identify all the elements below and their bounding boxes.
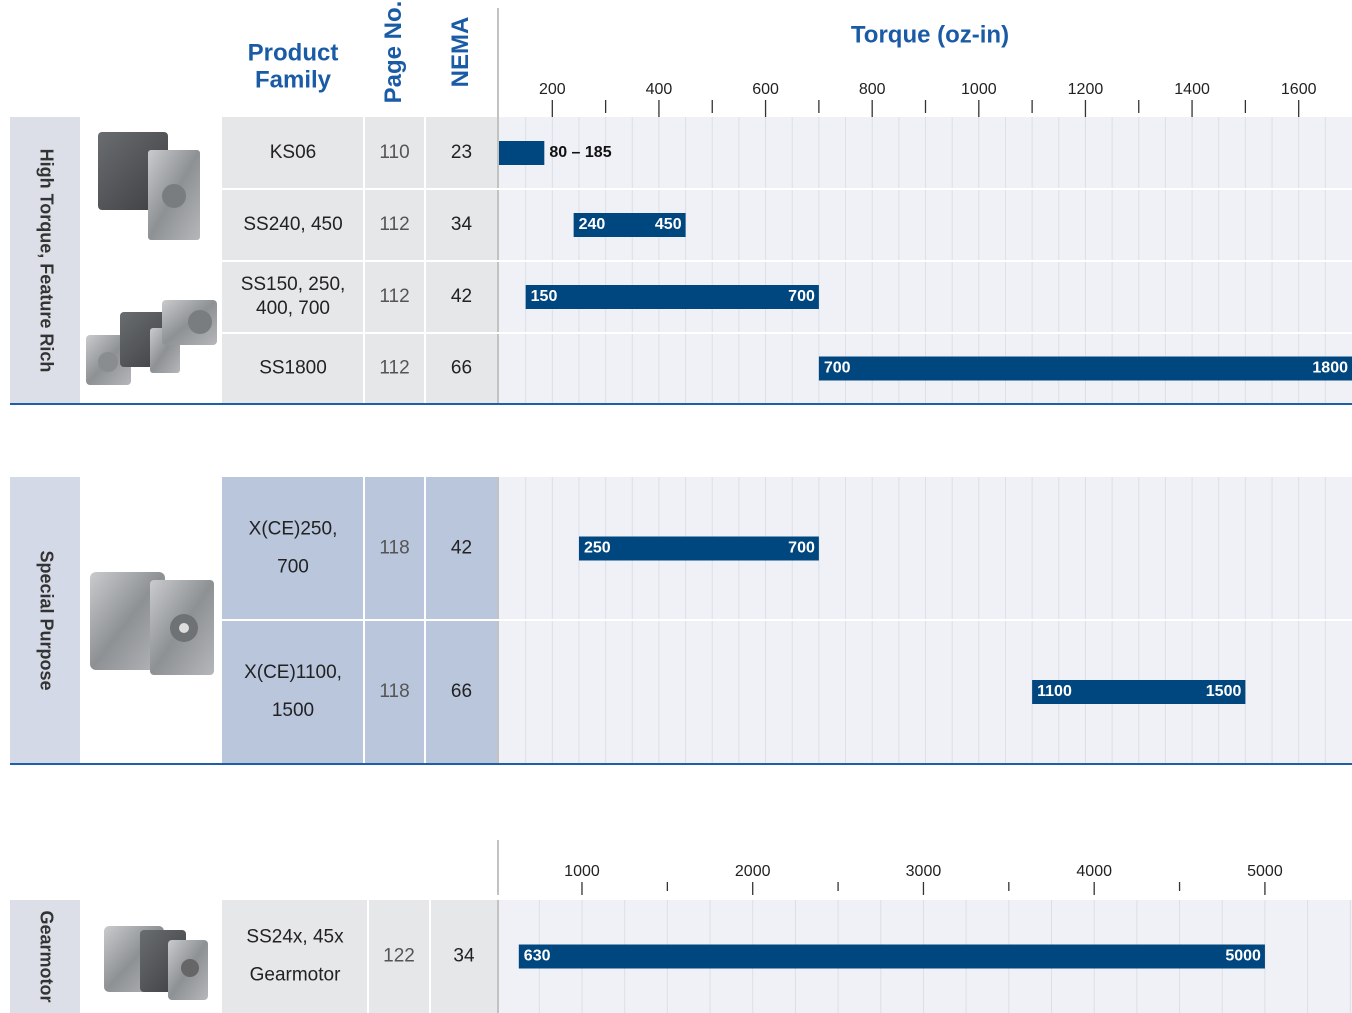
range-bar bbox=[579, 537, 819, 561]
value-label: 1800 bbox=[1312, 360, 1348, 377]
x-tick-label: 1200 bbox=[1068, 81, 1104, 98]
group-label: Gearmotor bbox=[36, 910, 56, 1002]
column-header: NEMA bbox=[447, 17, 474, 88]
x-tick-label: 400 bbox=[646, 81, 673, 98]
value-label: 1500 bbox=[1206, 683, 1242, 700]
motor-image bbox=[98, 132, 200, 240]
motor-image bbox=[86, 300, 217, 385]
group-label: Special Purpose bbox=[36, 550, 56, 690]
page-no: 112 bbox=[379, 286, 409, 307]
axis-title: Torque (oz-in) bbox=[851, 21, 1009, 48]
value-label: 450 bbox=[655, 216, 682, 233]
nema: 42 bbox=[451, 538, 472, 559]
product-family: KS06 bbox=[270, 142, 316, 163]
x-tick-label: 200 bbox=[539, 81, 566, 98]
selection-chart: Torque (oz-in) ProductFamily Page No. NEMA 2… bbox=[0, 0, 1352, 1013]
value-label: 700 bbox=[824, 360, 851, 377]
x-tick-label: 800 bbox=[859, 81, 886, 98]
value-label: 250 bbox=[584, 540, 611, 557]
page-no: 110 bbox=[379, 142, 409, 163]
value-label: 5000 bbox=[1225, 948, 1261, 965]
range-bar bbox=[526, 285, 819, 309]
value-label: 240 bbox=[579, 216, 606, 233]
product-images bbox=[86, 132, 217, 1000]
nema: 34 bbox=[451, 214, 473, 235]
x-tick-label: 1000 bbox=[564, 863, 600, 880]
value-label: 700 bbox=[788, 288, 815, 305]
range-bar bbox=[519, 945, 1265, 969]
product-family: SS240, 450 bbox=[243, 214, 342, 235]
x-tick-label: 600 bbox=[752, 81, 779, 98]
motor-image bbox=[104, 926, 208, 1000]
page-no: 112 bbox=[379, 214, 409, 235]
x-tick-label: 5000 bbox=[1247, 863, 1283, 880]
x-tick-label: 4000 bbox=[1076, 863, 1112, 880]
group-label: High Torque, Feature Rich bbox=[36, 149, 56, 373]
nema: 34 bbox=[453, 946, 475, 967]
page-no: 112 bbox=[379, 358, 409, 379]
x-tick-label: 2000 bbox=[735, 863, 771, 880]
nema: 42 bbox=[451, 286, 472, 307]
nema: 66 bbox=[451, 681, 472, 702]
x-tick-label: 3000 bbox=[906, 863, 942, 880]
value-label: 150 bbox=[531, 288, 558, 305]
value-label: 700 bbox=[788, 540, 815, 557]
page-no: 122 bbox=[383, 946, 415, 967]
page-no: 118 bbox=[379, 681, 409, 702]
x-tick-label: 1600 bbox=[1281, 81, 1317, 98]
x-tick-label: 1000 bbox=[961, 81, 997, 98]
column-header: Page No. bbox=[380, 1, 407, 104]
nema: 23 bbox=[451, 142, 472, 163]
motor-image bbox=[90, 572, 214, 675]
range-bar bbox=[819, 357, 1352, 381]
product-family: SS1800 bbox=[259, 358, 327, 379]
value-label: 80 – 185 bbox=[549, 144, 611, 161]
value-label: 630 bbox=[524, 948, 551, 965]
page-no: 118 bbox=[379, 538, 409, 559]
value-label: 1100 bbox=[1037, 683, 1072, 700]
nema: 66 bbox=[451, 358, 472, 379]
x-tick-label: 1400 bbox=[1174, 81, 1210, 98]
